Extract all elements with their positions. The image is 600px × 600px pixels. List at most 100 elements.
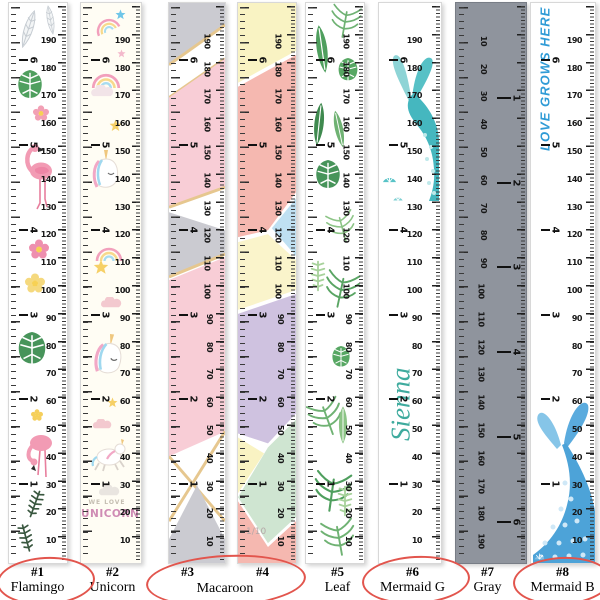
- cm-number: 150: [273, 144, 283, 160]
- variant-tag: #1: [31, 564, 44, 579]
- feet-mark: 2: [91, 394, 110, 404]
- ruler-1-flamingo[interactable]: 1 2 3 4 5 6 190 180 170 160 150 140 130 120 110 100 90 8…: [8, 2, 68, 564]
- ruler-3-macaroon[interactable]: 1 2 3 4 5 6 190 180 170 160 150 140 130 120 110 100 90 8…: [168, 2, 226, 564]
- feet-mark: 4: [541, 225, 560, 235]
- feet-mark: 5: [91, 140, 110, 150]
- cm-scale: 10 20 30 40 50 60 70 80 90 100 110 120 130 140 150 160 1…: [470, 3, 488, 563]
- cm-tick-strip: [58, 6, 66, 560]
- cm-scale: 190 180 170 160 150 140 130 120 110 100 90 80 70 60 50…: [267, 3, 285, 563]
- feet-mark: 6: [541, 55, 560, 65]
- cm-number: 60: [204, 397, 214, 408]
- variant-name: Flamingo: [10, 579, 65, 595]
- cm-tick-strip: [586, 6, 594, 560]
- cm-number: 80: [478, 230, 488, 241]
- feet-mark: 1: [248, 479, 267, 489]
- cm-number: 140: [476, 394, 486, 410]
- cm-number: 110: [114, 258, 131, 268]
- variant-label-macaroon[interactable]: Macaroon: [196, 581, 254, 596]
- cm-number: 170: [406, 91, 423, 101]
- catalog-footer: #1 Flamingo #2 Unicorn #3 #4 #5 Leaf #6 …: [0, 550, 600, 600]
- cm-number: 60: [45, 397, 57, 407]
- feet-mark: 1: [91, 479, 110, 489]
- feet-mark: 3: [248, 310, 267, 320]
- cm-number: 110: [202, 255, 212, 271]
- cm-number: 120: [341, 227, 351, 243]
- cm-number: 150: [341, 144, 351, 160]
- cm-number: 60: [275, 397, 285, 408]
- feet-scale: 1 2 3 4 5 6: [316, 3, 336, 563]
- cm-number: 110: [566, 258, 583, 268]
- feet-scale: 1 2 3 4 5 6: [19, 3, 39, 563]
- cm-number: 100: [202, 283, 212, 299]
- cm-number: 50: [45, 424, 57, 434]
- feet-mark: 1: [541, 479, 560, 489]
- variant-label-4[interactable]: #4: [225, 564, 300, 580]
- feet-mark: 3: [389, 310, 408, 320]
- cm-number: 10: [478, 35, 488, 46]
- cm-number: 90: [275, 313, 285, 324]
- cm-number: 100: [114, 285, 131, 295]
- ruler-7-gray[interactable]: 1 2 3 4 5 6 10 20 30 40 50 60 70 80 90 100 110 120 130 140…: [455, 2, 527, 564]
- cm-number: 50: [204, 424, 214, 436]
- cm-number: 70: [119, 369, 131, 379]
- cm-scale: 190 180 170 160 150 140 130 120 110 100 90 80 70 60 50…: [196, 3, 214, 563]
- cm-number: 30: [45, 480, 57, 490]
- variant-label-3[interactable]: #3: [150, 564, 225, 580]
- cm-number: 130: [566, 202, 583, 212]
- feet-mark: 2: [316, 394, 335, 404]
- cm-number: 170: [476, 477, 486, 494]
- feet-mark: 3: [496, 262, 521, 272]
- cm-number: 130: [406, 202, 423, 212]
- cm-number: 90: [45, 313, 57, 323]
- cm-number: 90: [478, 258, 488, 269]
- variant-label-6[interactable]: #6 Mermaid G: [375, 564, 450, 595]
- feet-scale: 1 2 3 4 5 6: [248, 3, 268, 563]
- feet-scale: 1 2 3 4 5 6: [179, 3, 199, 563]
- cm-number: 80: [343, 341, 353, 352]
- cm-number: 20: [204, 508, 214, 519]
- feet-mark: 3: [316, 310, 335, 320]
- feet-mark: 4: [91, 225, 110, 235]
- feet-mark: 2: [19, 394, 38, 404]
- ruler-8-mermaid-blue[interactable]: LOVE GROWS HERE 1 2 3 4 5 6 190 180 170 160 150 14…: [530, 2, 596, 564]
- cm-number: 170: [202, 88, 212, 105]
- cm-number: 160: [406, 119, 423, 129]
- cm-number: 180: [341, 61, 351, 77]
- cm-number: 40: [45, 452, 57, 462]
- cm-number: 120: [114, 230, 131, 240]
- cm-number: 80: [45, 341, 57, 351]
- cm-number: 190: [406, 35, 423, 45]
- variant-label-8[interactable]: #8 Mermaid B: [525, 564, 600, 595]
- variant-label-2[interactable]: #2 Unicorn: [75, 564, 150, 595]
- cm-number: 190: [40, 35, 57, 45]
- cm-number: 110: [406, 258, 423, 268]
- feet-mark: 2: [248, 394, 267, 404]
- variant-label-1[interactable]: #1 Flamingo: [0, 564, 75, 595]
- cm-number: 40: [119, 452, 131, 462]
- ruler-2-unicorn[interactable]: WE LOVE UNICORN 1 2 3 4 5 6 190 180 170 160 150 14…: [80, 2, 142, 564]
- cm-number: 40: [204, 452, 214, 463]
- feet-mark: 4: [316, 225, 335, 235]
- cm-number: 70: [343, 369, 353, 380]
- cm-number: 50: [411, 424, 423, 434]
- feet-mark: 6: [248, 55, 267, 65]
- variant-tag: #2: [106, 564, 119, 579]
- cm-number: 130: [40, 202, 57, 212]
- ruler-5-leaf[interactable]: 1 2 3 4 5 6 190 180 170 160 150 140 130 120 110 100 90 8…: [305, 2, 365, 564]
- feet-mark: 3: [19, 310, 38, 320]
- cm-number: 30: [204, 480, 214, 491]
- cm-number: 180: [40, 63, 57, 73]
- cm-number: 70: [411, 369, 423, 379]
- variant-label-7[interactable]: #7 Gray: [450, 564, 525, 595]
- variant-label-5[interactable]: #5 Leaf: [300, 564, 375, 595]
- variant-tag: #7: [481, 564, 494, 579]
- feet-mark: 1: [179, 479, 198, 489]
- cm-scale: 190 180 170 160 150 140 130 120 110 100 90 80 70 60 50…: [404, 3, 423, 563]
- variant-tag: #3: [181, 564, 194, 579]
- cm-number: 130: [273, 200, 283, 216]
- feet-mark: 6: [19, 55, 38, 65]
- variant-name: Mermaid G: [380, 579, 445, 595]
- cm-number: 70: [45, 369, 57, 379]
